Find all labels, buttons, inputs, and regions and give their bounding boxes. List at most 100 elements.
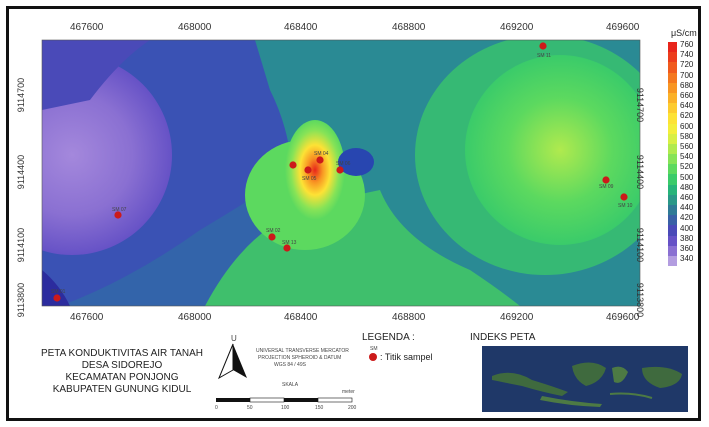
color-bar-tick-label: 560	[680, 142, 694, 151]
north-arrow-half-light	[217, 343, 234, 380]
color-bar-swatch	[668, 215, 677, 226]
contour-low-lobe	[338, 148, 374, 176]
sample-point[interactable]	[304, 166, 312, 174]
color-bar-tick-label: 340	[680, 254, 694, 264]
color-bar-swatch	[668, 225, 677, 236]
sample-label: SM 11	[537, 53, 552, 59]
color-bar-tick-label: 740	[680, 50, 694, 60]
color-bar-swatch	[668, 255, 677, 267]
x-tick-bottom: 468000	[178, 312, 212, 323]
color-bar-swatch	[668, 143, 677, 155]
color-bar-swatch	[668, 82, 677, 93]
color-bar-tick-label: 400	[680, 223, 694, 233]
projection-block: U UNIVERSAL TRANSVERSE MERCATOR PROJECTI…	[212, 334, 360, 414]
x-tick-top: 469200	[500, 22, 534, 33]
color-bar-tick-label: 520	[680, 162, 694, 172]
map-border	[41, 39, 641, 307]
index-title: INDEKS PETA	[470, 332, 536, 343]
color-bar-swatch	[668, 235, 677, 246]
y-tick-left: 9114700	[16, 77, 27, 113]
sample-point[interactable]	[620, 193, 628, 201]
color-bar-tick-label: 700	[680, 70, 694, 80]
contour-low-left	[42, 55, 172, 255]
contour-low-corner	[42, 270, 70, 306]
y-tick-right: 9114700	[635, 87, 646, 123]
x-tick-top: 467600	[70, 22, 104, 33]
sample-point[interactable]	[283, 244, 291, 252]
legend: LEGENDA : SM : Titik sampel	[362, 332, 462, 392]
sample-point[interactable]	[289, 161, 297, 169]
color-bar-swatch	[668, 205, 677, 216]
scale-tick: 50	[247, 405, 253, 411]
sample-point[interactable]	[316, 156, 324, 164]
color-bar-swatches	[668, 42, 677, 267]
color-bar-tick-label: 620	[680, 111, 694, 121]
x-tick-bottom: 469600	[606, 312, 640, 323]
color-bar-tick-label: 760	[680, 40, 694, 49]
color-bar-tick-label: 460	[680, 193, 694, 202]
color-bar-tick-label: 480	[680, 182, 694, 192]
x-tick-bottom: 467600	[70, 312, 104, 323]
color-bar-swatch	[668, 103, 677, 114]
sample-point[interactable]	[539, 42, 547, 50]
color-bar-tick-label: 360	[680, 244, 694, 253]
y-tick-left: 9114100	[16, 227, 27, 263]
x-tick-bottom: 468800	[392, 312, 426, 323]
projection-line-2: PROJECTION SPHEROID & DATUM	[258, 355, 342, 361]
map-title: PETA KONDUKTIVITAS AIR TANAH DESA SIDORE…	[26, 348, 218, 396]
sample-label: SM 07	[112, 207, 127, 213]
color-bar-tick-label: 720	[680, 60, 694, 70]
sample-label: SM 06	[336, 161, 351, 167]
color-bar-tick-label: 580	[680, 131, 694, 141]
sample-point[interactable]	[268, 233, 276, 241]
color-bar-swatch	[668, 245, 677, 256]
sample-point[interactable]	[114, 211, 122, 219]
color-bar-tick-label: 380	[680, 233, 694, 243]
color-bar-swatch	[668, 62, 677, 73]
legend-title: LEGENDA :	[362, 332, 415, 343]
x-tick-bottom: 469200	[500, 312, 534, 323]
color-bar-unit: μS/cm	[671, 28, 697, 38]
color-bar-swatch	[668, 123, 677, 134]
contour-low-top	[42, 40, 150, 110]
sample-marker-icon	[369, 353, 377, 361]
color-bar-tick-label: 640	[680, 101, 694, 111]
color-bar-swatch	[668, 164, 677, 175]
color-bar-swatch	[668, 113, 677, 124]
contour-high-right	[465, 55, 640, 245]
sample-label: SM 01	[51, 289, 66, 295]
color-bar-swatch	[668, 72, 677, 83]
sample-point[interactable]	[53, 294, 61, 302]
y-tick-left: 9114400	[16, 154, 27, 190]
color-bar-tick-label: 500	[680, 172, 694, 182]
x-tick-top: 468800	[392, 22, 426, 33]
sample-point[interactable]	[336, 166, 344, 174]
x-tick-top: 468000	[178, 22, 212, 33]
color-bar-swatch	[668, 92, 677, 104]
x-tick-bottom: 468400	[284, 312, 318, 323]
y-tick-right: 9113800	[635, 282, 646, 318]
color-bar: μS/cm 760 740 720 700 680 660 640 620 600 580 560 5…	[667, 28, 701, 270]
contour-peak	[285, 120, 345, 220]
color-bar-tick-label: 680	[680, 80, 694, 90]
color-bar-tick-label: 600	[680, 121, 694, 131]
y-tick-right: 9114100	[635, 227, 646, 263]
north-label: U	[231, 334, 237, 343]
y-tick-right: 9114400	[635, 154, 646, 190]
sample-point[interactable]	[602, 176, 610, 184]
title-line-4: KABUPATEN GUNUNG KIDUL	[52, 384, 192, 395]
color-bar-tick-label: 660	[680, 91, 694, 100]
x-tick-top: 469600	[606, 22, 640, 33]
north-arrow-half-dark	[233, 344, 247, 378]
sample-label: SM 10	[618, 203, 633, 209]
title-line-2: DESA SIDOREJO	[81, 360, 163, 371]
sample-label: SM 05	[302, 176, 317, 182]
legend-sample-label: : Titik sampel	[380, 352, 433, 362]
sample-label: SM 04	[314, 151, 329, 157]
sample-label: SM 13	[282, 240, 297, 246]
scale-tick: 0	[215, 405, 218, 411]
scale-unit: meter	[342, 389, 355, 395]
color-bar-swatch	[668, 52, 677, 63]
index-map: INDEKS PETA	[470, 332, 692, 416]
